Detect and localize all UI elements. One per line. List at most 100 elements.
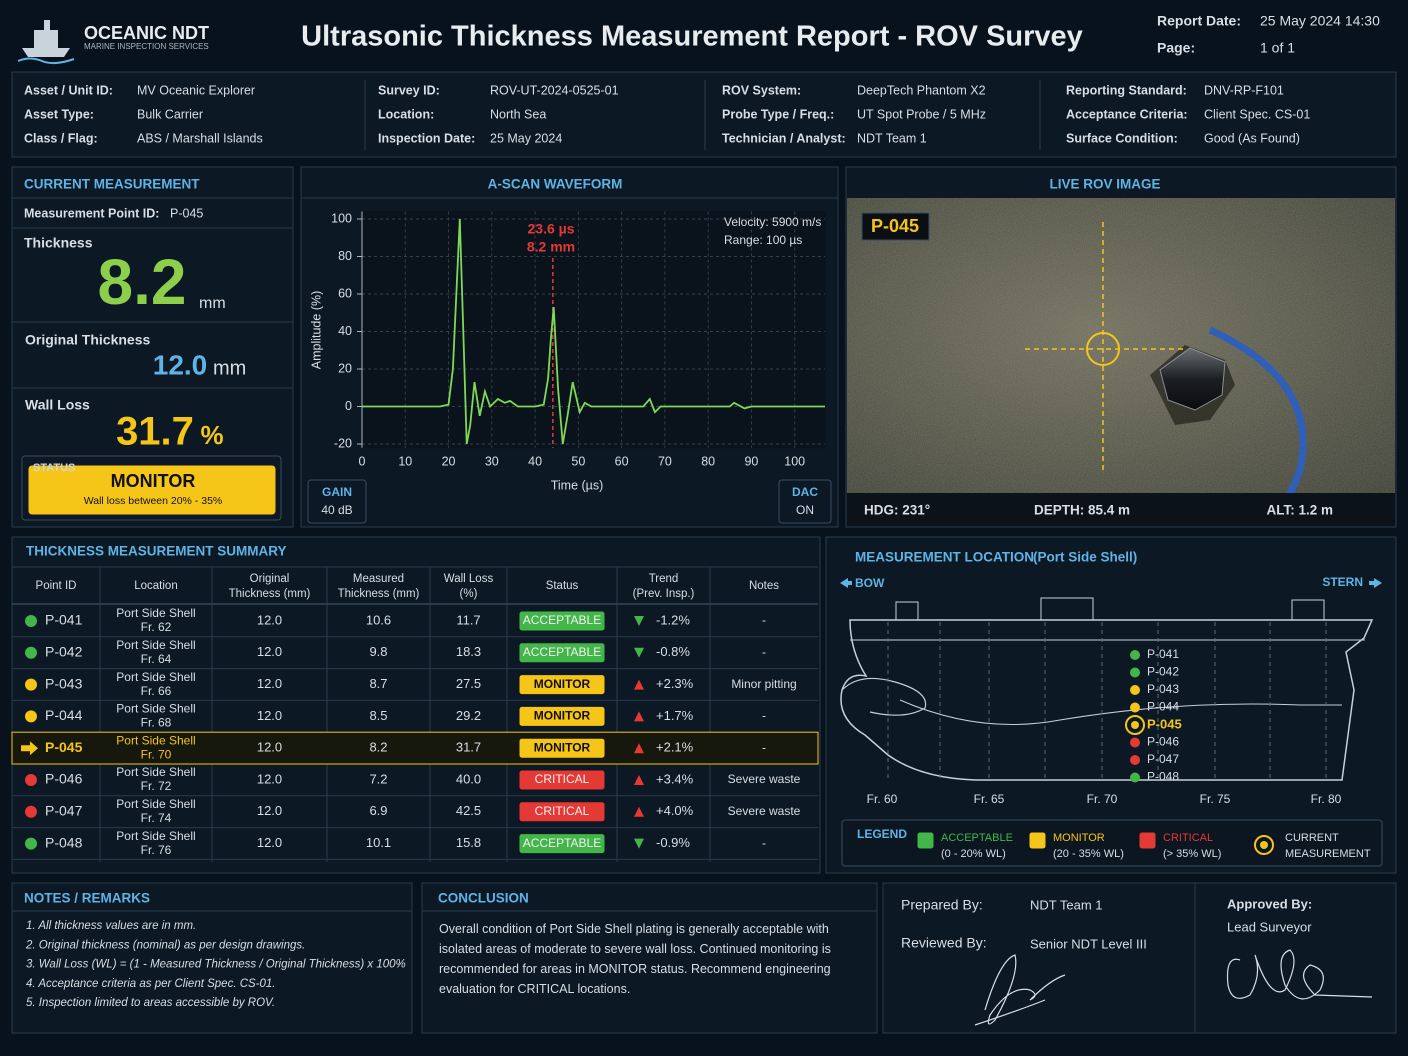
status-badge bbox=[519, 802, 605, 822]
status-badge bbox=[28, 465, 276, 515]
trend-arrow bbox=[634, 616, 644, 626]
trend: +1.7% bbox=[656, 708, 694, 723]
waveform bbox=[362, 218, 825, 445]
column-header: Status bbox=[546, 580, 579, 592]
status-note: Wall loss between 20% - 35% bbox=[84, 495, 223, 507]
info-value: Client Spec. CS-01 bbox=[1204, 107, 1310, 121]
trend: -0.9% bbox=[656, 835, 690, 850]
legend-range: (0 - 20% WL) bbox=[941, 848, 1006, 860]
reviewed-label: Reviewed By: bbox=[901, 935, 987, 951]
x-tick-label: 80 bbox=[701, 454, 715, 468]
legend-label: MONITOR bbox=[1053, 832, 1105, 844]
location-dot bbox=[1130, 650, 1140, 660]
location: Port Side Shell bbox=[116, 702, 195, 716]
notes: - bbox=[762, 740, 766, 754]
location: Fr. 70 bbox=[141, 747, 172, 761]
y-tick-label: 20 bbox=[338, 361, 352, 375]
column-header: Thickness (mm) bbox=[229, 588, 311, 600]
legend-box bbox=[841, 819, 1383, 867]
status: CRITICAL bbox=[535, 804, 590, 818]
location: Fr. 76 bbox=[141, 843, 172, 857]
point-id: P-048 bbox=[45, 834, 83, 850]
column-header: Trend bbox=[649, 573, 679, 585]
location-dot bbox=[1130, 702, 1140, 713]
location: Port Side Shell bbox=[116, 797, 195, 811]
cell-value: 12.0 bbox=[257, 835, 282, 850]
point-id: P-045 bbox=[45, 739, 83, 755]
original-unit: mm bbox=[213, 357, 246, 379]
status: MONITOR bbox=[534, 740, 591, 754]
info-value: UT Spot Probe / 5 MHz bbox=[857, 107, 986, 121]
cell-value: 27.5 bbox=[456, 676, 481, 691]
legend-range: (> 35% WL) bbox=[1163, 848, 1221, 860]
location-point-label: P-045 bbox=[1147, 716, 1182, 731]
deck-house bbox=[895, 601, 919, 621]
cell-value: 42.5 bbox=[456, 803, 481, 818]
thickness-unit: mm bbox=[199, 295, 226, 312]
x-tick-label: 70 bbox=[658, 454, 672, 468]
signature bbox=[974, 954, 1066, 1026]
chart-title: A-SCAN WAVEFORM bbox=[488, 177, 623, 192]
status: MONITOR bbox=[534, 677, 591, 691]
status-badge bbox=[519, 834, 605, 854]
info-value: ABS / Marshall Islands bbox=[137, 131, 263, 145]
signature bbox=[1226, 949, 1373, 1000]
info-value: North Sea bbox=[490, 107, 546, 121]
trend: +3.4% bbox=[656, 771, 694, 786]
info-value: Good (As Found) bbox=[1204, 131, 1300, 145]
conclusion-text: Overall condition of Port Side Shell pla… bbox=[439, 922, 831, 996]
status-dot bbox=[25, 837, 37, 850]
info-label: Probe Type / Freq.: bbox=[722, 107, 834, 121]
info-label: Asset Type: bbox=[24, 107, 94, 121]
trend: -0.8% bbox=[656, 644, 690, 659]
deck-house bbox=[1291, 599, 1325, 621]
stern-arrow bbox=[1369, 578, 1382, 588]
cell-value: 12.0 bbox=[257, 644, 282, 659]
trend-arrow bbox=[634, 711, 644, 722]
dac-label: DAC bbox=[792, 485, 818, 499]
status-badge bbox=[519, 706, 605, 726]
legend-range: MEASUREMENT bbox=[1285, 848, 1371, 860]
legend-title: LEGEND bbox=[857, 827, 907, 841]
location-dot bbox=[1131, 721, 1139, 729]
location-point-label: P-043 bbox=[1147, 682, 1179, 696]
velocity: Velocity: 5900 m/s bbox=[724, 215, 821, 229]
note-item: 4. Acceptance criteria as per Client Spe… bbox=[26, 978, 276, 990]
status: ACCEPTABLE bbox=[523, 613, 601, 627]
marker-time: 23.6 µs bbox=[528, 221, 575, 237]
panel-subtitle: (Port Side Shell) bbox=[1033, 550, 1137, 565]
point-id: P-043 bbox=[45, 675, 83, 691]
point-id: P-041 bbox=[45, 612, 83, 628]
x-tick-label: 20 bbox=[442, 454, 456, 468]
cell-value: 8.2 bbox=[369, 740, 387, 755]
thickness-label: Thickness bbox=[24, 235, 93, 251]
panel-title: NOTES / REMARKS bbox=[24, 891, 150, 906]
conclusion-panel bbox=[421, 882, 878, 1034]
rov-texture bbox=[847, 198, 1395, 493]
location-point-label: P-044 bbox=[1147, 700, 1179, 714]
status: MONITOR bbox=[534, 709, 591, 723]
cell-value: 7.2 bbox=[369, 771, 387, 786]
column-header: Location bbox=[134, 580, 177, 592]
point-id: P-042 bbox=[45, 644, 83, 660]
info-label: Technician / Analyst: bbox=[722, 131, 846, 145]
status-badge bbox=[519, 675, 605, 695]
x-tick-label: 90 bbox=[744, 454, 758, 468]
current-arrow bbox=[21, 741, 38, 756]
notes: Severe waste bbox=[728, 804, 801, 818]
report-title: Ultrasonic Thickness Measurement Report … bbox=[301, 21, 1083, 53]
point-id: P-045 bbox=[170, 206, 203, 220]
trend-arrow bbox=[634, 838, 644, 849]
x-tick-label: 50 bbox=[571, 454, 585, 468]
info-value: NDT Team 1 bbox=[857, 131, 927, 145]
rov-tag-box bbox=[861, 212, 930, 241]
report-date-label: Report Date: bbox=[1157, 13, 1241, 29]
approved-by: Lead Surveyor bbox=[1227, 919, 1312, 934]
info-label: Inspection Date: bbox=[378, 131, 475, 145]
cell-value: 15.8 bbox=[456, 835, 481, 850]
gain-value: 40 dB bbox=[321, 503, 352, 517]
thickness-value: 8.2 bbox=[98, 246, 187, 318]
probe-body bbox=[1159, 347, 1226, 411]
signoff-panel bbox=[882, 882, 1397, 1034]
bow-label: BOW bbox=[855, 576, 885, 590]
